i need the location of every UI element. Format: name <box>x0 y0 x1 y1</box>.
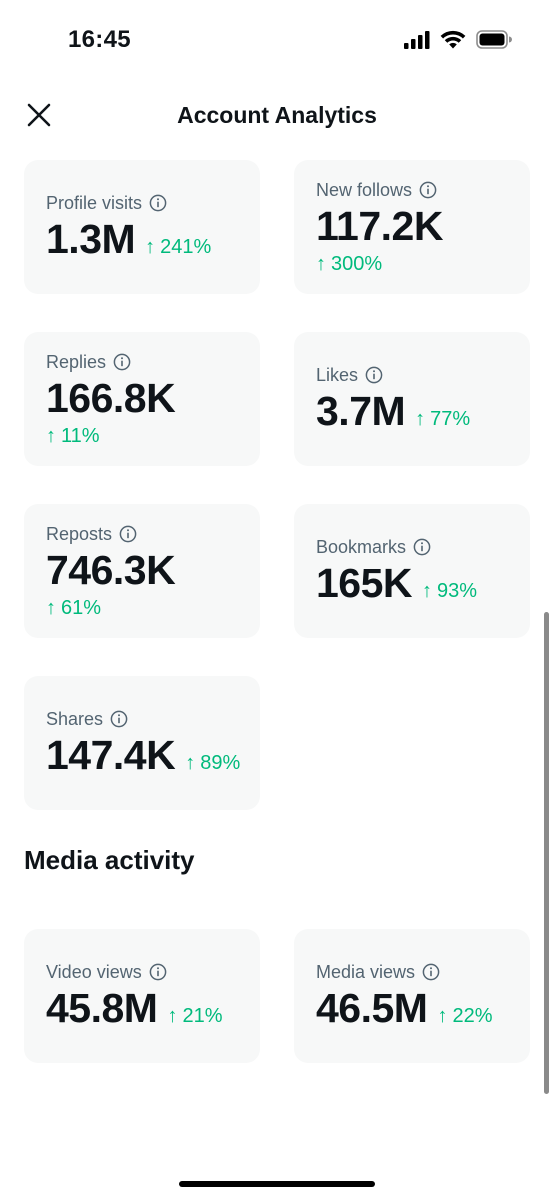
metric-card-shares[interactable]: Shares 147.4K ↑ 89% <box>24 676 260 810</box>
arrow-up-icon: ↑ <box>316 252 326 275</box>
status-time: 16:45 <box>68 26 131 53</box>
metric-card-reposts[interactable]: Reposts 746.3K ↑ 61% <box>24 504 260 638</box>
metric-value: 46.5M <box>316 985 428 1031</box>
arrow-up-icon: ↑ <box>415 408 426 430</box>
metric-change: ↑ 61% <box>46 596 102 619</box>
metric-card-profile-visits[interactable]: Profile visits 1.3M ↑ 241% <box>24 160 260 294</box>
info-icon[interactable] <box>110 710 128 728</box>
metric-card-replies[interactable]: Replies 166.8K ↑ 11% <box>24 332 260 466</box>
metric-change: ↑ 11% <box>46 424 100 447</box>
arrow-up-icon: ↑ <box>46 424 56 447</box>
metric-label: Likes <box>316 365 359 385</box>
status-bar: 16:45 <box>0 0 554 80</box>
header: Account Analytics <box>0 90 554 140</box>
info-icon[interactable] <box>413 538 431 556</box>
metric-change: ↑ 77% <box>415 408 471 430</box>
arrow-up-icon: ↑ <box>145 236 156 258</box>
metric-value: 147.4K <box>46 732 176 778</box>
metric-change: ↑ 89% <box>185 752 241 774</box>
info-icon[interactable] <box>113 353 131 371</box>
metric-card-video-views[interactable]: Video views 45.8M ↑ 21% <box>24 929 260 1063</box>
arrow-up-icon: ↑ <box>185 752 196 774</box>
metric-change: ↑ 22% <box>437 1005 493 1027</box>
metric-value: 117.2K <box>316 202 443 249</box>
arrow-up-icon: ↑ <box>437 1005 448 1027</box>
metric-value: 746.3K <box>46 546 176 593</box>
info-icon[interactable] <box>149 963 167 981</box>
metric-card-media-views[interactable]: Media views 46.5M ↑ 22% <box>294 929 530 1063</box>
metric-value: 1.3M <box>46 216 136 262</box>
metric-value: 165K <box>316 560 413 606</box>
metric-label: Media views <box>316 962 416 982</box>
metric-label: Reposts <box>46 523 113 544</box>
metric-value: 166.8K <box>46 374 176 421</box>
battery-icon <box>476 30 512 54</box>
metric-label: Shares <box>46 709 104 729</box>
metric-value: 3.7M <box>316 388 406 434</box>
metric-change: ↑ 21% <box>167 1005 223 1027</box>
metric-change: ↑ 241% <box>145 236 212 258</box>
metric-change: ↑ 300% <box>316 252 383 275</box>
status-icons <box>404 30 512 54</box>
cellular-signal-icon <box>404 30 430 54</box>
scrollbar[interactable] <box>544 612 549 1094</box>
page-title: Account Analytics <box>177 102 377 128</box>
wifi-icon <box>440 30 466 54</box>
info-icon[interactable] <box>365 366 383 384</box>
section-title-media-activity: Media activity <box>24 845 195 875</box>
metric-value: 45.8M <box>46 985 158 1031</box>
info-icon[interactable] <box>422 963 440 981</box>
arrow-up-icon: ↑ <box>167 1005 178 1027</box>
home-indicator[interactable] <box>179 1181 375 1187</box>
metric-card-new-follows[interactable]: New follows 117.2K ↑ 300% <box>294 160 530 294</box>
arrow-up-icon: ↑ <box>46 596 56 619</box>
info-icon[interactable] <box>419 181 437 199</box>
info-icon[interactable] <box>119 525 137 543</box>
metric-label: Replies <box>46 351 107 372</box>
metric-label: New follows <box>316 179 413 200</box>
close-button[interactable] <box>22 98 56 132</box>
info-icon[interactable] <box>149 194 167 212</box>
metric-card-likes[interactable]: Likes 3.7M ↑ 77% <box>294 332 530 466</box>
metric-label: Profile visits <box>46 193 143 213</box>
metric-label: Bookmarks <box>316 537 407 557</box>
metric-change: ↑ 93% <box>422 580 478 602</box>
arrow-up-icon: ↑ <box>422 580 433 602</box>
metric-label: Video views <box>46 962 142 982</box>
metric-card-bookmarks[interactable]: Bookmarks 165K ↑ 93% <box>294 504 530 638</box>
close-icon <box>27 103 51 127</box>
